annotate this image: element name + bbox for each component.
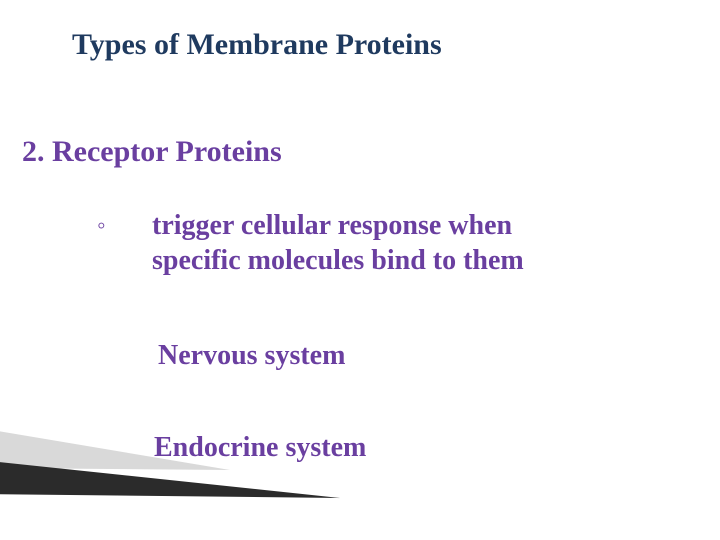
decor-white-overlay — [0, 494, 340, 540]
bullet-body: trigger cellular response when specific … — [152, 208, 524, 278]
example-nervous: Nervous system — [158, 340, 345, 372]
slide-title: Types of Membrane Proteins — [72, 28, 442, 62]
body-line-2: specific molecules bind to them — [152, 245, 524, 276]
bullet-marker: ◦ — [97, 212, 106, 240]
decor-shadow-band — [0, 460, 340, 520]
example-endocrine: Endocrine system — [154, 432, 366, 464]
body-line-1: trigger cellular response when — [152, 210, 512, 241]
section-heading: 2. Receptor Proteins — [22, 135, 282, 169]
